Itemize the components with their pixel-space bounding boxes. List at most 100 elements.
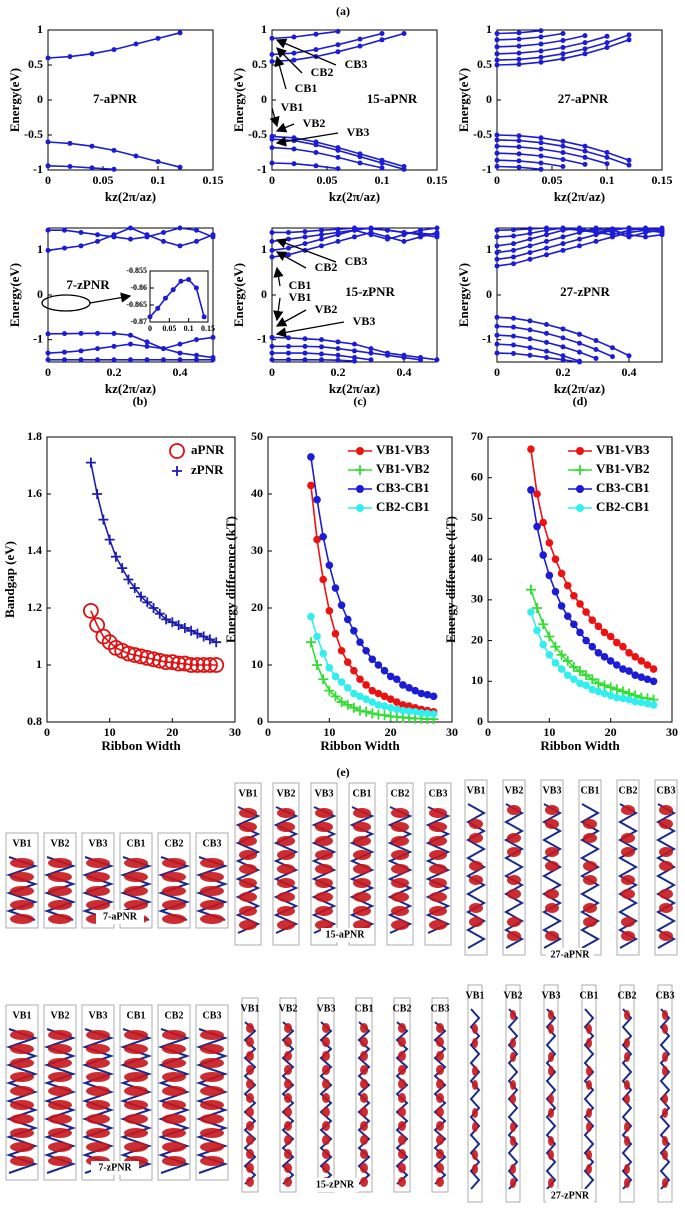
- dot-marker: [335, 42, 341, 48]
- ring-marker: [158, 654, 174, 671]
- caption-bg: [546, 1189, 594, 1203]
- dot-marker: [511, 261, 516, 267]
- legend-marker: [356, 485, 364, 493]
- legend-label: CB3-CB1: [596, 480, 649, 495]
- state-label: CB2: [393, 1003, 412, 1014]
- orbital-lobe: [48, 1058, 72, 1068]
- orbital-lobe: [124, 872, 148, 882]
- state-label: VB3: [89, 1010, 108, 1021]
- orbital-lobe: [200, 1114, 224, 1124]
- panel-label: (b): [133, 394, 148, 408]
- orbital-lobe: [398, 1163, 406, 1173]
- orbital-lobe: [10, 858, 34, 868]
- dot-marker: [560, 157, 566, 162]
- label-bg: [466, 783, 486, 797]
- dot-marker: [111, 47, 117, 53]
- dot-marker: [269, 35, 275, 41]
- dot-marker: [544, 339, 549, 345]
- dot-marker: [45, 247, 51, 253]
- dot-marker: [619, 694, 627, 703]
- chart-label: 15-zPNR: [345, 284, 395, 299]
- x-tick-label: 0: [45, 365, 51, 379]
- state-label: CB2: [391, 788, 410, 799]
- orbital-lobe: [659, 903, 673, 913]
- plus-marker: [593, 678, 604, 689]
- dot-marker: [582, 148, 588, 154]
- dot-marker: [527, 243, 533, 249]
- plus-marker: [117, 563, 128, 574]
- dot-marker: [368, 350, 374, 356]
- dot-marker: [494, 243, 500, 249]
- dot-marker: [551, 555, 560, 563]
- dot-marker: [269, 145, 275, 151]
- y-tick-label: -1: [33, 162, 43, 176]
- orbital-lobe: [315, 850, 333, 860]
- dot-marker: [313, 47, 319, 53]
- legend-label: zPNR: [191, 462, 224, 477]
- dot-marker: [162, 295, 168, 301]
- dot-marker: [527, 230, 533, 236]
- state-label: CB2: [618, 990, 637, 1001]
- orbital-lobe: [659, 861, 673, 871]
- orbital-lobe: [315, 906, 333, 916]
- orbital-lobe: [469, 875, 483, 885]
- x-tick-label: 0.2: [331, 365, 346, 379]
- plus-marker: [318, 674, 329, 685]
- orbital-lobe: [246, 1135, 254, 1145]
- dot-marker: [78, 348, 84, 354]
- dot-marker: [343, 658, 352, 666]
- orbital-lobe: [200, 1100, 224, 1110]
- x-tick-label: 0: [494, 365, 500, 379]
- dot-marker: [178, 278, 184, 284]
- label-bg: [659, 988, 671, 1002]
- dot-marker: [659, 227, 665, 233]
- y-tick-label: -0.87: [130, 317, 147, 326]
- dot-marker: [386, 672, 395, 681]
- orbital-lobe: [322, 1135, 330, 1145]
- orbital-lobe: [322, 1149, 330, 1159]
- orbital-lobe: [586, 1038, 592, 1048]
- orbital-lobe: [429, 850, 447, 860]
- state-label: CB1: [581, 785, 600, 796]
- orbital-lobe: [124, 900, 148, 910]
- annotation: VB1: [281, 100, 304, 114]
- dot-marker: [577, 227, 582, 233]
- label-bg: [395, 1001, 409, 1015]
- plus-marker: [525, 584, 536, 595]
- series-line: [496, 159, 564, 168]
- orbital-lobe: [360, 1079, 368, 1089]
- dot-marker: [494, 256, 500, 262]
- orbital-lobe: [586, 1122, 592, 1132]
- legend-label: CB2-CB1: [376, 499, 429, 514]
- x-tick-label: 0.2: [107, 365, 122, 379]
- y-tick-label: 50: [471, 510, 483, 524]
- orbital-lobe: [284, 1121, 292, 1131]
- orbital-lobe: [10, 1128, 34, 1138]
- highlight-ellipse: [41, 294, 91, 312]
- dot-marker: [335, 238, 341, 244]
- dot-marker: [544, 252, 549, 258]
- orbital-lobe: [662, 1136, 668, 1146]
- dot-marker: [385, 352, 390, 358]
- dot-marker: [511, 227, 516, 233]
- orbital-caption: 7-aPNR: [103, 911, 138, 922]
- dot-marker: [368, 226, 374, 232]
- orbital-lobe: [284, 1163, 292, 1173]
- dot-marker: [374, 701, 383, 709]
- dot-marker: [319, 236, 324, 242]
- dot-marker: [343, 615, 352, 624]
- dot-marker: [511, 324, 516, 330]
- orbital-lobe: [583, 861, 597, 871]
- y-axis-label: Energy(eV): [7, 68, 22, 132]
- orbital-lobe: [246, 1023, 254, 1033]
- label-bg: [7, 836, 37, 850]
- dot-marker: [335, 166, 341, 172]
- dot-marker: [423, 709, 432, 718]
- dot-marker: [352, 358, 357, 364]
- orbital-lobe: [429, 878, 447, 888]
- orbital-lobe: [48, 1030, 72, 1040]
- orbital-lobe: [398, 1149, 406, 1159]
- dot-marker: [544, 245, 549, 251]
- orbital-lobe: [510, 1052, 516, 1062]
- chart: 0 0.2 0.4 -1 0 1 kz(2π/az) Energy(eV) 15-zPNR CB3…: [231, 225, 440, 396]
